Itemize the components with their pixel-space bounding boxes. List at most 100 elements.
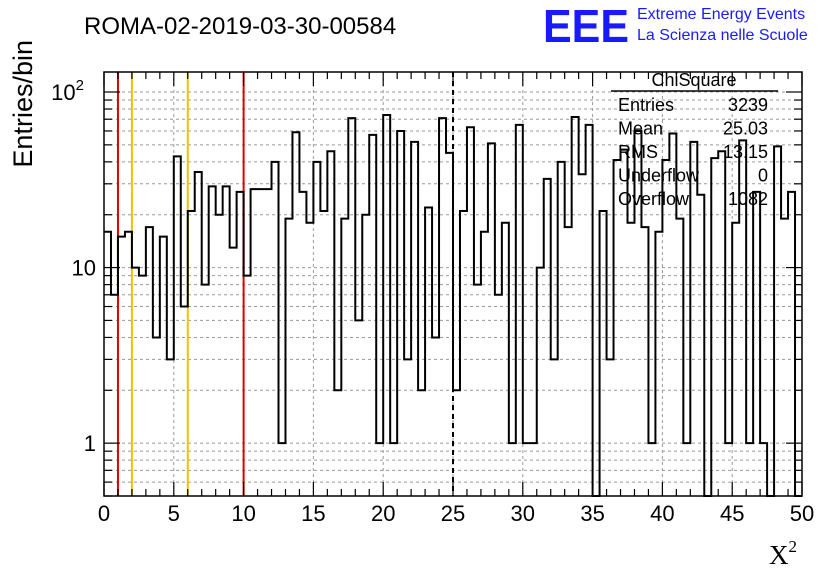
histogram-bin	[320, 211, 327, 496]
histogram-bin	[369, 135, 376, 496]
histogram-bin	[676, 219, 683, 496]
histogram-bin	[313, 162, 320, 496]
histogram-bin	[383, 115, 390, 496]
eee-logo-mark: EEE	[543, 0, 629, 52]
x-tick-label: 50	[790, 501, 814, 526]
histogram-bin	[425, 207, 432, 496]
histogram-bin	[258, 189, 265, 496]
histogram-bin	[292, 132, 299, 496]
histogram-bin	[341, 219, 348, 496]
histogram-bin	[209, 186, 216, 496]
histogram-bin	[579, 174, 586, 496]
histogram-bin	[495, 295, 502, 496]
y-axis-title: Entries/bin	[8, 40, 38, 168]
x-tick-label: 0	[98, 501, 110, 526]
histogram-bin	[285, 219, 292, 496]
stats-label: Underflow	[618, 166, 700, 186]
histogram-bin	[537, 268, 544, 496]
histogram-bin	[265, 189, 272, 496]
histogram-bin	[662, 160, 669, 496]
y-tick-label: 10	[72, 256, 96, 281]
x-axis-title-symbol: X	[769, 540, 789, 570]
histogram-bin	[348, 118, 355, 496]
histogram-bin	[355, 320, 362, 496]
histogram-bin	[327, 151, 334, 496]
histogram-bin	[153, 337, 160, 496]
histogram-bin	[711, 158, 718, 496]
stats-value: 25.03	[723, 119, 768, 139]
histogram-bin	[251, 189, 258, 496]
x-tick-label: 10	[231, 501, 255, 526]
histogram-outline	[104, 113, 802, 497]
histogram-bin	[558, 162, 565, 496]
histogram-bin	[188, 211, 195, 496]
histogram-bin	[299, 192, 306, 496]
stats-label: Overflow	[618, 189, 690, 209]
run-title: ROMA-02-2019-03-30-00584	[84, 13, 396, 40]
y-tick-label: 102	[51, 77, 84, 105]
histogram-bin	[551, 359, 558, 496]
histogram-bin	[634, 131, 641, 496]
histogram-bin	[460, 211, 467, 496]
histogram-bin	[655, 232, 662, 496]
histogram-bin	[272, 162, 279, 496]
x-tick-label: 30	[511, 501, 535, 526]
axis-ticks	[103, 72, 803, 497]
x-axis-title-superscript: 2	[789, 537, 798, 556]
x-tick-label: 45	[720, 501, 744, 526]
x-axis-title: X2	[769, 537, 797, 570]
histogram-bin	[244, 276, 251, 496]
histogram-bin	[397, 131, 404, 496]
y-tick-label: 1	[84, 431, 96, 456]
axis-labels: 0 5 10 15 20 25 30 35 40 45 50 1 10 102	[51, 77, 814, 526]
x-tick-label: 35	[580, 501, 604, 526]
histogram-bin	[104, 232, 111, 496]
histogram-bin	[669, 134, 676, 496]
histogram-bin	[216, 215, 223, 496]
histogram-bin	[174, 156, 181, 496]
histogram-bin	[223, 186, 230, 496]
histogram-bin	[139, 276, 146, 496]
stats-label: RMS	[618, 142, 658, 162]
histogram-bin	[614, 160, 621, 496]
stats-value: 13.15	[723, 142, 768, 162]
histogram-bin	[125, 232, 132, 496]
stats-value: 3239	[728, 95, 768, 115]
stats-value: 0	[758, 166, 768, 186]
histogram-bin	[788, 192, 795, 496]
stats-label: Entries	[618, 95, 674, 115]
histogram-bin	[718, 151, 725, 496]
stats-box: ChiSquare Entries 3239 Mean 25.03 RMS 13.15 Un…	[611, 70, 778, 209]
logo-line-2: La Scienza nelle Scuole	[637, 27, 808, 44]
x-tick-label: 40	[650, 501, 674, 526]
histogram-bin	[237, 192, 244, 496]
histogram-bin	[404, 359, 411, 496]
histogram-bin	[586, 125, 593, 496]
histogram-bin	[607, 359, 614, 496]
histogram-bin	[753, 192, 760, 496]
histogram-bin	[481, 232, 488, 496]
x-tick-label: 5	[168, 501, 180, 526]
histogram-bin	[132, 268, 139, 496]
histogram-bin	[111, 295, 118, 496]
histogram-bin	[181, 307, 188, 496]
histogram-bin	[467, 127, 474, 496]
histogram-bin	[439, 118, 446, 496]
histogram-bin	[362, 215, 369, 496]
histogram-bin	[516, 125, 523, 496]
histogram-bin	[167, 359, 174, 496]
histogram-bin	[432, 337, 439, 496]
x-tick-label: 25	[441, 501, 465, 526]
x-tick-label: 20	[371, 501, 395, 526]
histogram-bin	[781, 219, 788, 496]
histogram-bin	[600, 211, 607, 496]
stats-label: Mean	[618, 119, 663, 139]
x-tick-label: 15	[301, 501, 325, 526]
histogram-series	[104, 113, 802, 497]
stats-title: ChiSquare	[651, 70, 736, 90]
stats-value: 1082	[728, 189, 768, 209]
histogram-bin	[446, 153, 453, 496]
histogram-bin	[195, 172, 202, 496]
logo-line-1: Extreme Energy Events	[637, 6, 805, 23]
